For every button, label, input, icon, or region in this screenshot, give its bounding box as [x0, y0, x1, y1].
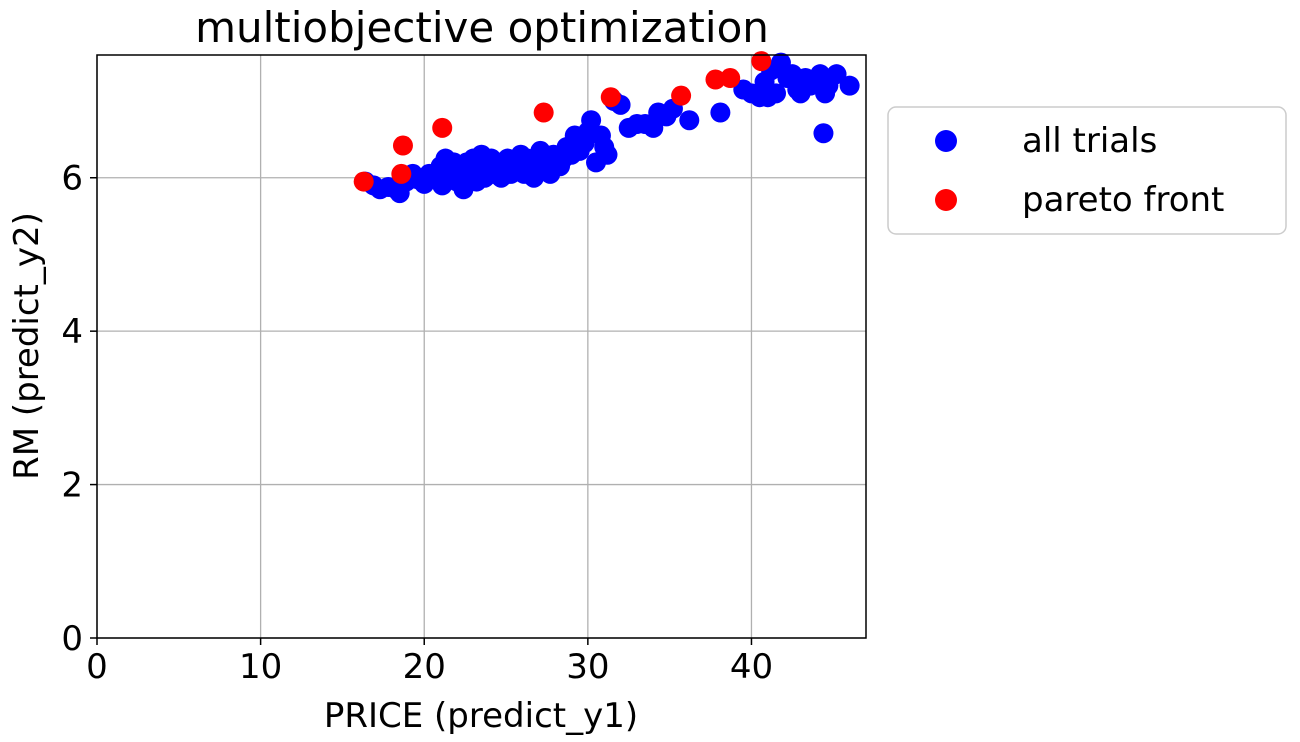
- trial-point: [581, 110, 602, 131]
- trial-point: [813, 123, 834, 144]
- y-tick-label: 2: [61, 466, 83, 506]
- legend-box: [887, 106, 1287, 235]
- data-points: [353, 51, 860, 204]
- legend-label-pareto-front: pareto front: [1022, 180, 1224, 220]
- pareto-point: [432, 117, 453, 138]
- pareto-point: [600, 87, 621, 108]
- x-tick-label: 20: [403, 647, 446, 687]
- pareto-point: [392, 135, 413, 156]
- legend-label-all-trials: all trials: [1022, 121, 1157, 161]
- trial-point: [839, 75, 860, 96]
- chart-title: multiobjective optimization: [195, 3, 769, 52]
- x-tick-label: 30: [566, 647, 609, 687]
- pareto-point: [391, 163, 412, 184]
- pareto-point: [751, 51, 772, 72]
- series-pareto-front: [353, 51, 772, 192]
- plot-frame: [96, 54, 867, 639]
- pareto-point: [533, 102, 554, 123]
- y-axis-ticks: 0 2 4 6: [61, 159, 97, 659]
- pareto-point: [720, 68, 741, 89]
- series-all-trials: [355, 52, 860, 204]
- legend: all trials pareto front: [887, 106, 1287, 235]
- x-axis-ticks: 0 10 20 30 40: [86, 638, 773, 687]
- y-axis-label: RM (predict_y2): [7, 212, 47, 480]
- pareto-point: [705, 69, 726, 90]
- x-tick-label: 0: [86, 647, 108, 687]
- trial-point: [597, 144, 618, 165]
- trial-point: [710, 102, 731, 123]
- pareto-point: [671, 85, 692, 106]
- trial-point: [766, 83, 787, 104]
- y-tick-label: 4: [61, 312, 83, 352]
- y-tick-label: 0: [61, 619, 83, 659]
- x-tick-label: 40: [730, 647, 773, 687]
- legend-marker-all-trials: [935, 130, 957, 152]
- y-tick-label: 6: [61, 159, 83, 199]
- x-tick-label: 10: [239, 647, 282, 687]
- trial-point: [643, 117, 664, 138]
- x-axis-label: PRICE (predict_y1): [324, 696, 638, 736]
- pareto-point: [353, 171, 374, 192]
- trial-point: [679, 110, 700, 131]
- legend-marker-pareto-front: [935, 189, 957, 211]
- trial-point: [826, 64, 847, 85]
